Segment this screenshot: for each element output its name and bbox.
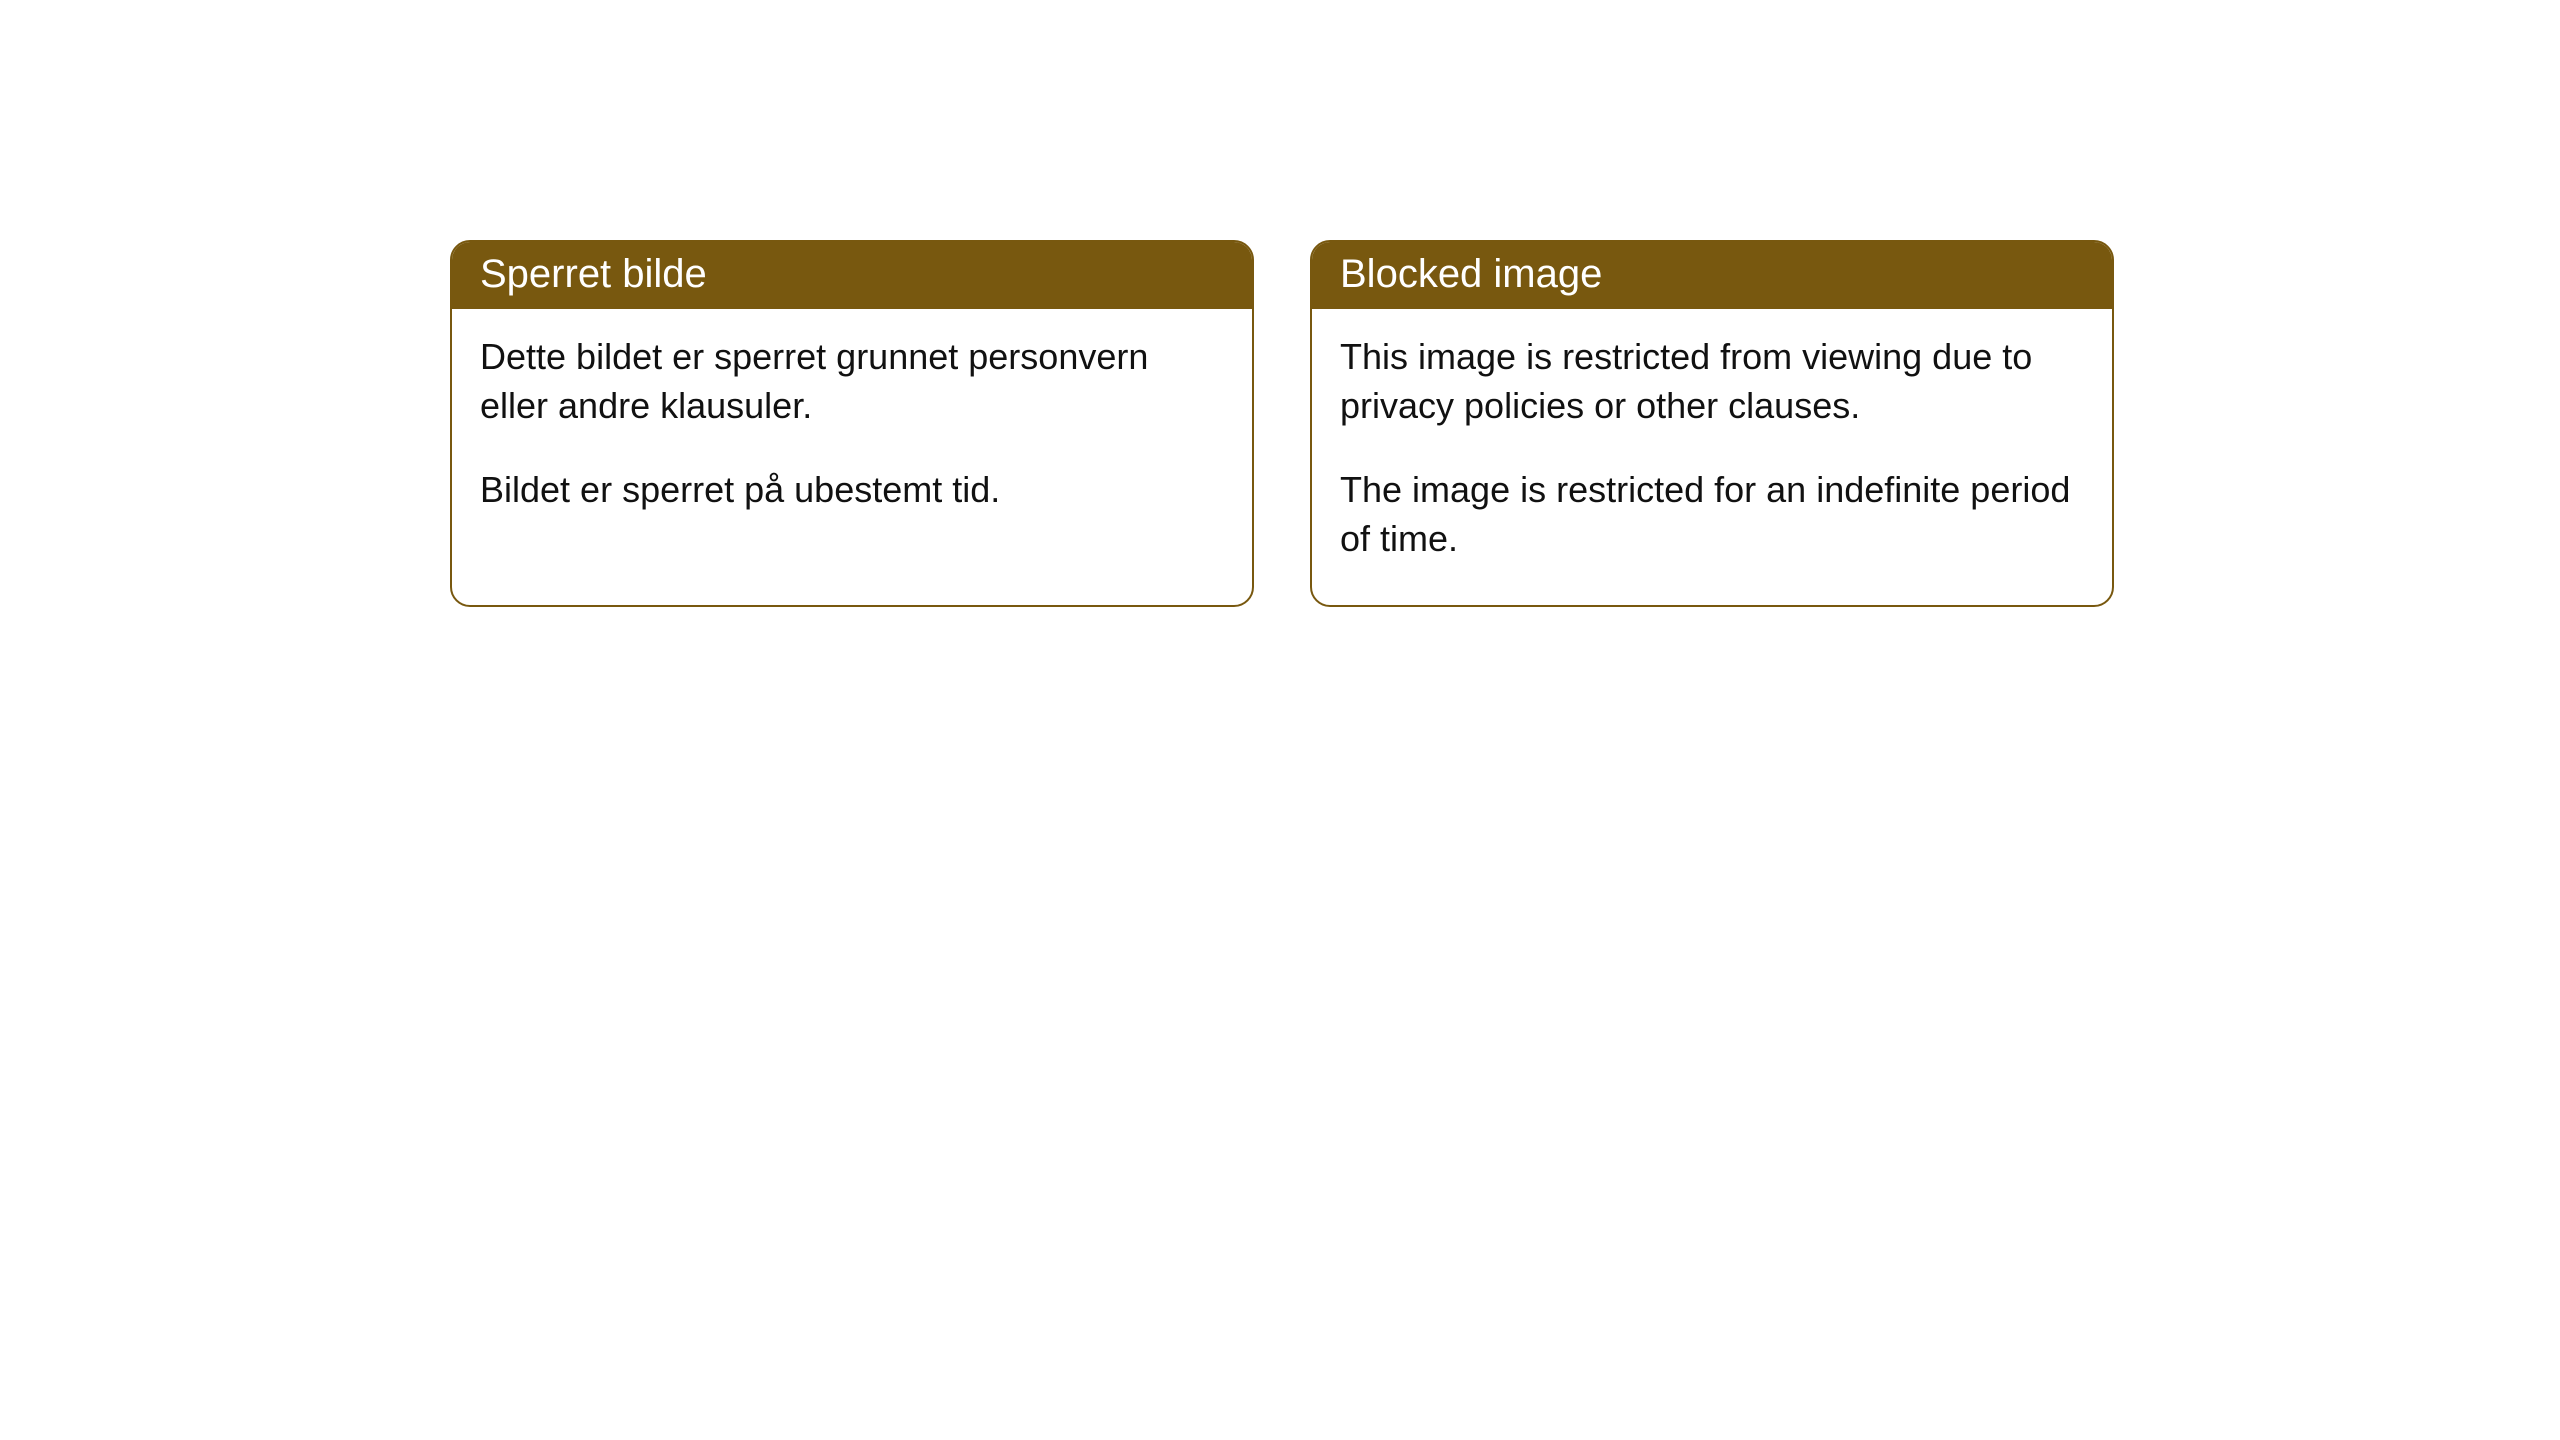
notice-card-norwegian: Sperret bilde Dette bildet er sperret gr… — [450, 240, 1254, 607]
card-title: Blocked image — [1312, 242, 2112, 309]
notice-cards-container: Sperret bilde Dette bildet er sperret gr… — [450, 240, 2114, 607]
card-body: This image is restricted from viewing du… — [1312, 309, 2112, 605]
card-body: Dette bildet er sperret grunnet personve… — [452, 309, 1252, 557]
card-paragraph: The image is restricted for an indefinit… — [1340, 466, 2084, 563]
card-paragraph: Dette bildet er sperret grunnet personve… — [480, 333, 1224, 430]
card-paragraph: Bildet er sperret på ubestemt tid. — [480, 466, 1224, 515]
card-title: Sperret bilde — [452, 242, 1252, 309]
card-paragraph: This image is restricted from viewing du… — [1340, 333, 2084, 430]
notice-card-english: Blocked image This image is restricted f… — [1310, 240, 2114, 607]
